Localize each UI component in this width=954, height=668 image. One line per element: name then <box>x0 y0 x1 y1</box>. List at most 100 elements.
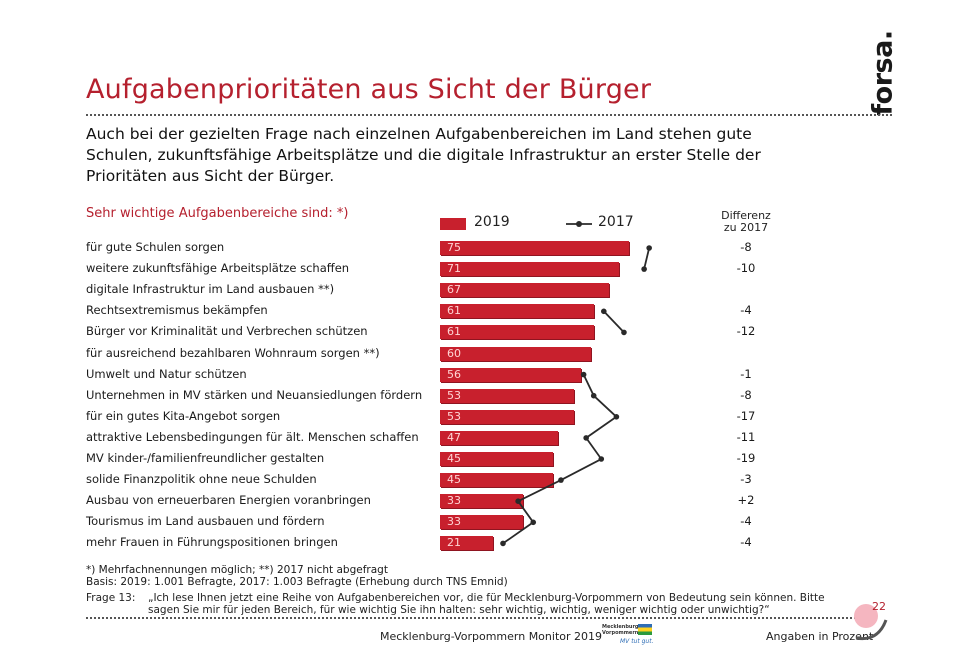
difference-value: -3 <box>740 472 752 487</box>
point-2017 <box>598 456 605 462</box>
bar-2019: 71 <box>440 262 619 277</box>
footer-divider <box>86 617 876 619</box>
point-2017 <box>558 477 564 483</box>
bar-value-label: 47 <box>447 430 461 444</box>
difference-value: -1 <box>740 366 752 381</box>
bar-value-label: 33 <box>447 515 461 529</box>
forsa-logo: forsa. <box>868 30 899 115</box>
bar-value-label: 61 <box>447 325 461 339</box>
category-label: für gute Schulen sorgen <box>86 240 225 254</box>
logo-text: forsa. <box>867 30 899 116</box>
difference-value: -11 <box>736 429 756 444</box>
bar-2019: 33 <box>440 494 524 509</box>
bar-2019: 47 <box>440 430 559 445</box>
footnote-multiple: *) Mehrfachnennungen möglich; **) 2017 n… <box>86 564 388 576</box>
bar-2019: 60 <box>440 346 592 361</box>
category-label: Tourismus im Land ausbauen und fördern <box>86 514 325 529</box>
difference-value: -4 <box>740 514 752 529</box>
point-2017 <box>580 371 587 378</box>
question-text: „Ich lese Ihnen jetzt eine Reihe von Auf… <box>148 592 825 616</box>
difference-header-line1: Differenz <box>721 209 771 222</box>
category-label: Ausbau von erneuerbaren Energien voranbr… <box>86 493 371 508</box>
footer-monitor-title: Mecklenburg-Vorpommern Monitor 2019 <box>380 630 602 643</box>
bar-2019: 56 <box>440 367 582 382</box>
chart-subtitle: Sehr wichtige Aufgabenbereiche sind: *) <box>86 206 349 221</box>
bar-value-label: 53 <box>447 409 461 423</box>
category-label: für ein gutes Kita-Angebot sorgen <box>86 408 281 423</box>
mv-logo-line1: Mecklenburg <box>602 624 639 630</box>
difference-value: -12 <box>736 324 756 339</box>
category-label: digitale Infrastruktur im Land ausbauen … <box>86 282 335 297</box>
bar-value-label: 67 <box>447 283 461 297</box>
category-label: Umwelt und Natur schützen <box>86 366 247 381</box>
difference-value: -8 <box>740 387 752 402</box>
difference-header: Differenz zu 2017 <box>718 210 774 234</box>
point-2017 <box>500 540 506 547</box>
category-label: weitere zukunftsfähige Arbeitsplätze sch… <box>86 261 350 276</box>
bar-2019: 61 <box>440 325 594 340</box>
page-title: Aufgabenprioritäten aus Sicht der Bürger <box>86 74 652 105</box>
difference-value: -4 <box>740 303 752 318</box>
bar-value-label: 60 <box>447 346 461 360</box>
page-corner-icon <box>854 604 888 641</box>
point-2017 <box>583 435 589 441</box>
bar-value-label: 45 <box>447 473 461 487</box>
title-divider <box>86 114 892 116</box>
category-label: Unternehmen in MV stärken und Neuansiedl… <box>86 387 423 402</box>
difference-value: -19 <box>736 451 756 465</box>
bar-2019: 45 <box>440 473 554 488</box>
bar-2019: 67 <box>440 283 609 298</box>
bar-2019: 21 <box>440 536 493 551</box>
mv-logo-line2: Vorpommern <box>602 630 639 636</box>
page-number: 22 <box>872 600 886 613</box>
bar-value-label: 71 <box>447 262 461 276</box>
bar-2019: 61 <box>440 304 594 319</box>
category-label: MV kinder-/familienfreundlicher gestalte… <box>86 451 325 465</box>
difference-value: -4 <box>740 535 752 550</box>
point-2017 <box>601 308 607 315</box>
category-label: für ausreichend bezahlbaren Wohnraum sor… <box>86 345 380 360</box>
difference-value: -10 <box>736 261 756 276</box>
point-2017 <box>646 245 652 251</box>
point-2017 <box>590 392 597 399</box>
mv-logo-slogan: MV tut gut. <box>620 638 654 645</box>
bar-2019: 45 <box>440 452 554 466</box>
question-label: Frage 13: <box>86 592 136 604</box>
line-2017-segment <box>603 310 625 334</box>
legend-swatch-2019 <box>440 218 466 230</box>
line-2017-segment <box>643 247 651 270</box>
legend-line-2017-icon <box>566 221 592 227</box>
category-label: Rechtsextremismus bekämpfen <box>86 303 268 318</box>
bar-value-label: 75 <box>447 241 461 254</box>
point-2017 <box>621 329 627 336</box>
footnote-basis: Basis: 2019: 1.001 Befragte, 2017: 1.003… <box>86 576 508 588</box>
point-2017 <box>641 266 647 272</box>
bar-2019: 53 <box>440 388 574 403</box>
mv-logo: Mecklenburg Vorpommern MV tut gut. <box>602 622 654 656</box>
mv-logo-name: Mecklenburg Vorpommern <box>602 624 639 636</box>
category-label: solide Finanzpolitik ohne neue Schulden <box>86 472 317 487</box>
bar-value-label: 33 <box>447 494 461 508</box>
intro-text: Auch bei der gezielten Frage nach einzel… <box>86 125 761 185</box>
legend-label-2017: 2017 <box>598 214 634 230</box>
category-label: Bürger vor Kriminalität und Verbrechen s… <box>86 324 368 339</box>
difference-value: -17 <box>736 408 756 423</box>
difference-value: +2 <box>737 493 755 508</box>
category-label: attraktive Lebensbedingungen für ält. Me… <box>86 429 419 444</box>
bar-value-label: 45 <box>447 452 461 465</box>
point-2017 <box>613 414 620 420</box>
category-label: mehr Frauen in Führungspositionen bringe… <box>86 535 338 550</box>
difference-header-line2: zu 2017 <box>723 221 769 234</box>
legend-label-2019: 2019 <box>474 214 510 230</box>
mv-flag-icon <box>638 624 652 635</box>
unit-note: Angaben in Prozent <box>766 630 874 643</box>
bar-value-label: 61 <box>447 304 461 318</box>
bar-value-label: 21 <box>447 536 461 550</box>
bar-2019: 53 <box>440 409 574 424</box>
bar-value-label: 56 <box>447 367 461 381</box>
difference-value: -8 <box>740 240 752 254</box>
bar-2019: 33 <box>440 515 524 530</box>
bar-value-label: 53 <box>447 388 461 402</box>
bar-2019: 75 <box>440 241 629 255</box>
point-2017 <box>530 519 537 526</box>
